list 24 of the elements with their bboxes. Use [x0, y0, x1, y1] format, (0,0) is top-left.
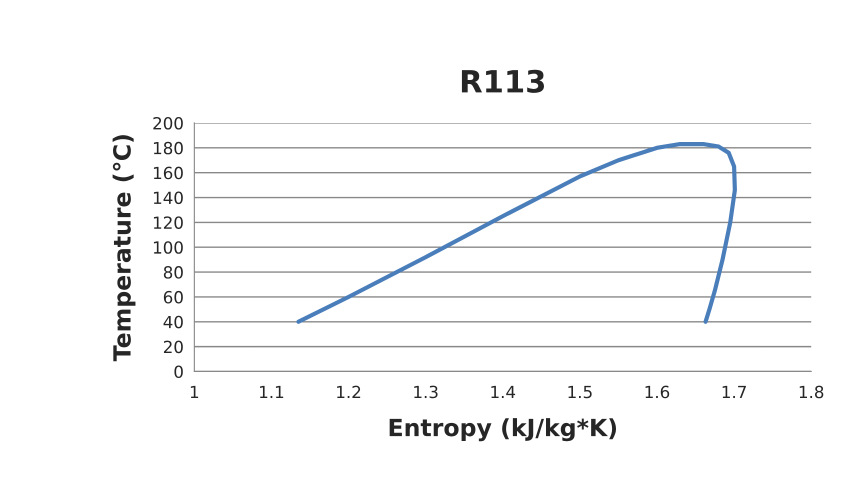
x-tick-label: 1.6 [646, 386, 670, 398]
x-tick-label: 1 [190, 386, 198, 398]
y-tick-label: 80 [164, 266, 183, 279]
x-axis-title: Entropy (kJ/kg*K) [390, 418, 616, 442]
y-tick-label: 160 [154, 166, 183, 180]
y-tick-label: 40 [164, 316, 183, 328]
y-tick-label: 140 [154, 192, 183, 204]
line-series [296, 142, 737, 324]
x-tick-label: 1.4 [491, 386, 516, 398]
x-tick-label: 1.5 [568, 386, 592, 398]
y-tick-label: 60 [164, 290, 183, 304]
x-tick-label: 1.7 [722, 386, 746, 398]
x-tick-label: 1.1 [260, 386, 284, 398]
x-tick-label: 1.8 [800, 386, 824, 398]
x-tick-label: 1.3 [414, 386, 438, 398]
y-tick-label: 180 [154, 142, 183, 154]
chart-title: R113 [462, 70, 544, 93]
y-tick-label: 20 [164, 340, 183, 354]
y-tick-label: 120 [154, 216, 183, 229]
y-tick-label: 100 [154, 241, 183, 254]
y-tick-label: 200 [153, 116, 183, 130]
y-axis-title: Temperature (℃) [112, 135, 136, 362]
x-tick-label: 1.2 [337, 386, 360, 398]
y-tick-label: 0 [174, 365, 183, 378]
